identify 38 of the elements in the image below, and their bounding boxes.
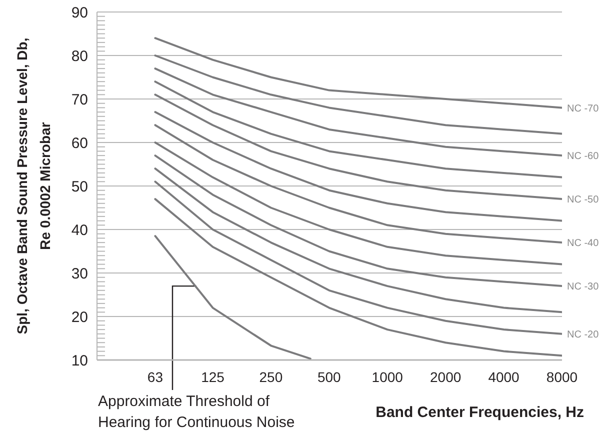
series-label: NC -70 — [567, 103, 600, 114]
line-series — [154, 111, 562, 222]
series-label: NC -60 — [567, 151, 600, 162]
line-series — [154, 80, 562, 178]
line-series — [154, 142, 562, 266]
y-tick-label: 70 — [71, 91, 88, 108]
x-tick-label: 63 — [147, 368, 164, 385]
line-series — [154, 94, 562, 200]
series-label: NC -20 — [567, 330, 600, 340]
y-tick-label: 80 — [71, 48, 88, 65]
x-tick-label: 2000 — [430, 368, 462, 385]
annotation: Approximate Threshold of Hearing for Continuous Noise — [98, 393, 295, 431]
y-axis-title: Spl, Octave Band Sound Pressure Level, Db, Re 0.0002 Microbar — [14, 38, 53, 334]
y-tick-label: 90 — [71, 4, 88, 22]
x-tick-label: 125 — [201, 368, 225, 385]
y-tick-label: 20 — [71, 308, 88, 326]
line-series — [154, 154, 562, 288]
y-tick-label: 50 — [71, 178, 88, 196]
line-series — [154, 168, 562, 314]
line-series — [154, 180, 562, 335]
x-tick-label: 250 — [259, 368, 283, 385]
x-tick-label: 1000 — [372, 368, 404, 385]
line-series — [154, 54, 562, 135]
line-series — [154, 68, 562, 157]
line-series — [154, 124, 562, 244]
x-tick-label: 8000 — [546, 368, 578, 385]
y-tick-label: 10 — [71, 352, 88, 370]
y-tick-label: 30 — [71, 265, 88, 282]
y-tick-label: 40 — [71, 222, 88, 239]
series-label: NC -30 — [567, 282, 600, 293]
series-label: NC -40 — [567, 238, 600, 250]
line-series — [154, 198, 562, 357]
line-series — [154, 37, 562, 109]
y-tick-label: 60 — [71, 134, 88, 152]
x-tick-label: 500 — [317, 368, 342, 385]
x-axis-title: Band Center Frequencies, Hz — [376, 404, 584, 421]
x-tick-label: 4000 — [488, 368, 520, 385]
series-label: NC -50 — [567, 194, 600, 206]
